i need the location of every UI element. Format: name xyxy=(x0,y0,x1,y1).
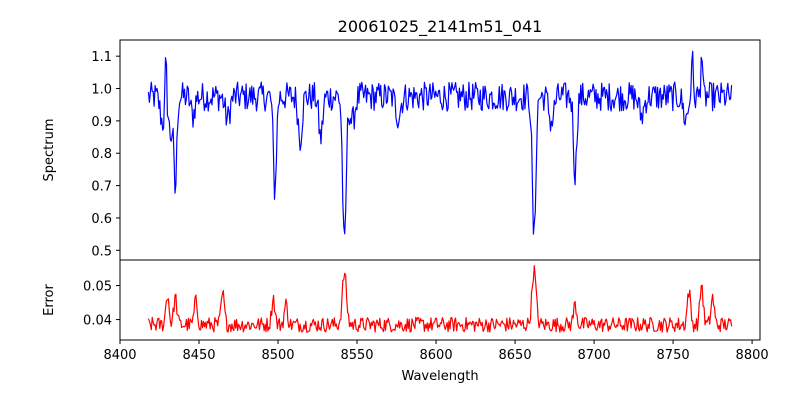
spectrum-ytick-label: 0.8 xyxy=(91,147,112,162)
spectrum-y-ticks: 0.5 0.6 0.7 0.8 0.9 1.0 1.1 xyxy=(91,50,120,259)
spectrum-ytick-label: 0.7 xyxy=(91,180,112,195)
error-ytick-label: 0.04 xyxy=(83,314,112,329)
spectrum-plot-area xyxy=(120,40,760,260)
error-line xyxy=(147,265,733,333)
error-y-ticks: 0.04 0.05 xyxy=(83,280,120,329)
spectrum-ytick-label: 1.0 xyxy=(91,83,112,98)
error-plot-area xyxy=(120,260,760,340)
x-axis-ticks: 8400 8450 8500 8550 8600 8650 8700 8750 8800 xyxy=(103,340,769,363)
spectrum-ytick-label: 0.9 xyxy=(91,115,112,130)
error-frame xyxy=(119,259,761,341)
xtick-label: 8500 xyxy=(261,348,294,363)
error-ylabel: Error xyxy=(42,284,57,316)
xtick-label: 8750 xyxy=(657,348,690,363)
spectrum-line xyxy=(147,50,733,235)
chart-title: 20061025_2141m51_041 xyxy=(338,17,543,37)
spectrum-panel: 0.5 0.6 0.7 0.8 0.9 1.0 1.1 Spectrum xyxy=(42,39,761,261)
xtick-label: 8450 xyxy=(182,348,215,363)
xtick-label: 8550 xyxy=(340,348,373,363)
spectrum-series xyxy=(147,50,733,235)
x-axis-label: Wavelength xyxy=(401,369,478,384)
xtick-label: 8400 xyxy=(103,348,136,363)
xtick-label: 8650 xyxy=(499,348,532,363)
xtick-label: 8700 xyxy=(578,348,611,363)
spectrum-ytick-label: 0.6 xyxy=(91,212,112,227)
spectrum-ylabel: Spectrum xyxy=(42,119,57,182)
xtick-label: 8600 xyxy=(420,348,453,363)
xtick-label: 8800 xyxy=(736,348,769,363)
error-series xyxy=(147,265,733,333)
error-panel: 0.04 0.05 Error xyxy=(42,259,761,341)
spectrum-ytick-label: 1.1 xyxy=(91,50,112,65)
spectrum-ytick-label: 0.5 xyxy=(91,244,112,259)
error-ytick-label: 0.05 xyxy=(83,280,112,295)
